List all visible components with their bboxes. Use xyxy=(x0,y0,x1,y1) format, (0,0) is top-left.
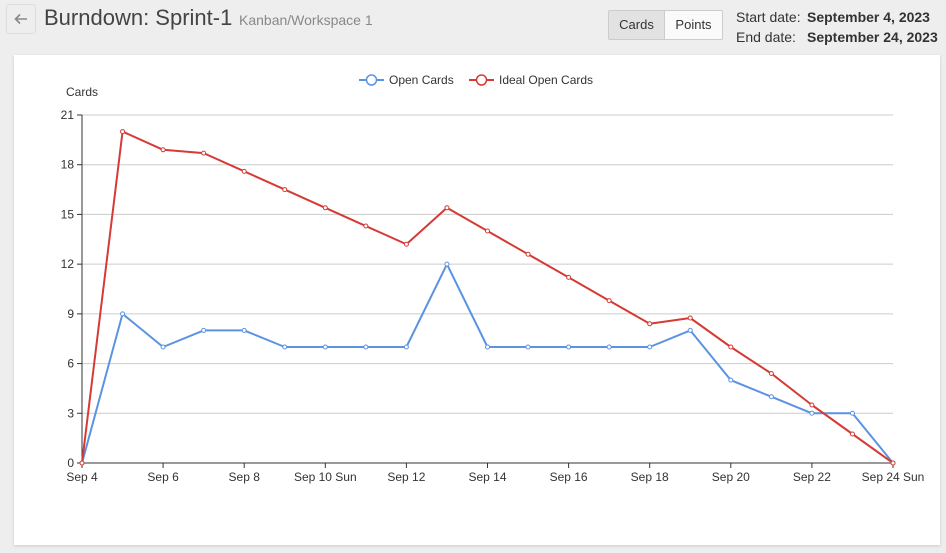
x-tick-label: Sep 8 xyxy=(229,470,261,484)
page-subtitle: Kanban/Workspace 1 xyxy=(239,12,373,28)
ideal-open-cards-point xyxy=(282,187,288,193)
x-tick-label: Sep 16 xyxy=(550,470,588,484)
ideal-open-cards-point xyxy=(241,168,247,174)
ideal-open-cards-point xyxy=(201,150,207,156)
x-tick-label: Sep 20 xyxy=(712,470,750,484)
end-date-value: September 24, 2023 xyxy=(807,29,938,45)
x-tick-label: Sep 6 xyxy=(147,470,179,484)
open-cards-point xyxy=(120,311,126,317)
ideal-open-cards-point xyxy=(849,431,855,437)
x-tick-label: Sep 22 xyxy=(793,470,831,484)
end-date-label: End date: xyxy=(736,29,796,45)
x-tick-label: Sep 14 xyxy=(468,470,506,484)
open-cards-point xyxy=(525,344,531,350)
ideal-open-cards-point xyxy=(566,274,572,280)
ideal-open-cards-point xyxy=(647,321,653,327)
y-axis-label: Cards xyxy=(66,85,98,99)
unit-toggle: Cards Points xyxy=(608,10,723,40)
open-cards-point xyxy=(809,410,815,416)
open-cards-point xyxy=(566,344,572,350)
legend-ideal-open-cards-label: Ideal Open Cards xyxy=(499,73,593,87)
x-tick-label: Sep 24 Sun xyxy=(862,470,925,484)
y-tick-label: 9 xyxy=(67,307,74,321)
burndown-chart: 0 3 6 9 12 15 18 21 Cards Sep 4 Sep 6 Sep 8 Sep 10 S… xyxy=(61,73,925,484)
open-cards-point xyxy=(485,344,490,350)
ideal-open-cards-point xyxy=(322,205,328,211)
open-cards-point xyxy=(606,344,612,350)
x-tick-label: Sep 4 xyxy=(66,470,98,484)
y-tick-label: 6 xyxy=(67,357,74,371)
ideal-open-cards-point xyxy=(606,298,612,304)
ideal-open-cards-point xyxy=(403,241,409,247)
open-cards-point xyxy=(647,344,653,350)
open-cards-point xyxy=(444,261,450,267)
ideal-open-cards-point xyxy=(890,460,896,466)
y-tick-label: 21 xyxy=(61,108,75,122)
ideal-open-cards-point xyxy=(363,223,369,229)
legend-open-cards-marker xyxy=(365,74,378,86)
ideal-open-cards-point xyxy=(768,371,774,377)
open-cards-point xyxy=(849,410,855,416)
y-tick-label: 3 xyxy=(67,406,74,420)
legend-open-cards-label: Open Cards xyxy=(389,73,454,87)
y-tick-label: 0 xyxy=(67,456,74,470)
ideal-open-cards-point xyxy=(79,460,85,466)
ideal-open-cards-point xyxy=(728,344,734,350)
start-date-value: September 4, 2023 xyxy=(807,9,930,25)
page-title: Burndown: Sprint-1 xyxy=(44,5,233,30)
ideal-open-cards-point xyxy=(485,228,490,234)
ideal-open-cards-point xyxy=(687,315,693,321)
sprint-dates: Start date: September 4, 2023 End date: … xyxy=(736,7,938,47)
back-button[interactable] xyxy=(6,4,36,34)
x-tick-label: Sep 12 xyxy=(387,470,425,484)
open-cards-point xyxy=(201,327,207,333)
open-cards-point xyxy=(322,344,328,350)
open-cards-point xyxy=(363,344,369,350)
open-cards-point xyxy=(282,344,288,350)
open-cards-point xyxy=(768,394,774,400)
ideal-open-cards-point xyxy=(444,205,450,211)
y-tick-label: 12 xyxy=(61,257,75,271)
chart-panel: 0 3 6 9 12 15 18 21 Cards Sep 4 Sep 6 Sep 8 Sep 10 S… xyxy=(14,55,940,545)
open-cards-point xyxy=(403,344,409,350)
x-tick-label: Sep 18 xyxy=(631,470,669,484)
open-cards-point xyxy=(728,377,734,383)
x-tick-label: Sep 10 Sun xyxy=(294,470,357,484)
ideal-open-cards-point xyxy=(525,251,531,257)
open-cards-point xyxy=(687,327,693,333)
open-cards-point xyxy=(160,344,166,350)
arrow-left-icon xyxy=(14,13,27,25)
open-cards-point xyxy=(241,327,247,333)
start-date-label: Start date: xyxy=(736,9,801,25)
points-toggle-button[interactable]: Points xyxy=(665,10,723,40)
header: Burndown: Sprint-1 Kanban/Workspace 1 Ca… xyxy=(0,0,946,50)
ideal-open-cards-point xyxy=(120,129,126,135)
ideal-open-cards-point xyxy=(809,402,815,408)
y-tick-label: 15 xyxy=(61,207,75,221)
legend-ideal-open-cards-marker xyxy=(475,74,488,86)
ideal-open-cards-point xyxy=(160,147,166,153)
y-tick-label: 18 xyxy=(61,158,75,172)
cards-toggle-button[interactable]: Cards xyxy=(608,10,665,40)
